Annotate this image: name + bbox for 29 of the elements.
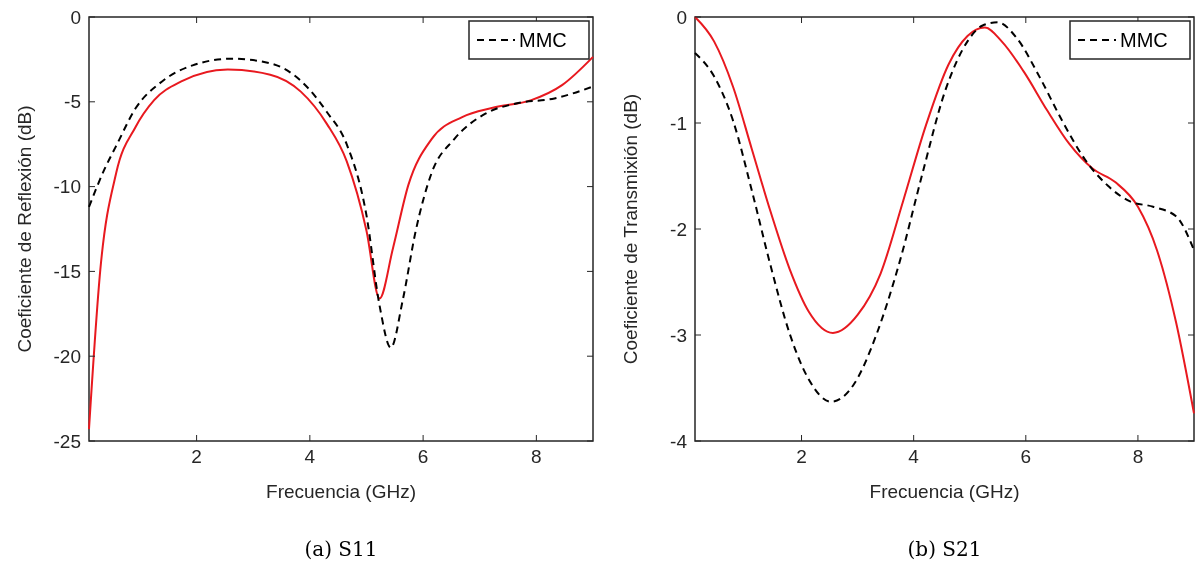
x-tick-label: 8 [531, 446, 542, 467]
y-tick-label: -4 [670, 430, 688, 452]
x-tick-label: 4 [908, 446, 920, 467]
x-axis-title: Frecuencia (GHz) [869, 481, 1020, 502]
x-tick-label: 8 [1132, 446, 1144, 467]
x-axis-title: Frecuencia (GHz) [266, 481, 416, 502]
line-series [88, 57, 594, 349]
y-tick-label: -1 [670, 112, 687, 134]
x-tick-label: 2 [191, 446, 202, 467]
y-tick-label: -5 [64, 91, 81, 113]
text: (a) S11 [304, 537, 378, 561]
text: (b) S21 [907, 537, 982, 561]
y-tick-label: -20 [53, 345, 81, 367]
legend-label: MMC [1120, 29, 1168, 51]
y-tick-label: -25 [53, 430, 81, 452]
x-tick-label: 2 [796, 446, 807, 467]
y-tick-label: -2 [670, 218, 687, 240]
x-tick-label: 6 [417, 446, 429, 467]
y-axis-title: Coeficiente de Transmixión (dB) [620, 93, 641, 365]
line-series [88, 55, 594, 431]
y-tick-label: 0 [70, 6, 81, 28]
y-tick-label: -3 [670, 324, 687, 346]
x-tick-label: 6 [1020, 446, 1032, 467]
x-tick-label: 4 [304, 446, 316, 467]
y-tick-label: -10 [53, 176, 81, 198]
y-tick-label: 0 [676, 6, 687, 28]
y-axis-title: Coeficiente de Reflexión (dB) [14, 105, 35, 353]
legend-label: MMC [519, 29, 567, 51]
y-tick-label: -15 [53, 261, 81, 283]
